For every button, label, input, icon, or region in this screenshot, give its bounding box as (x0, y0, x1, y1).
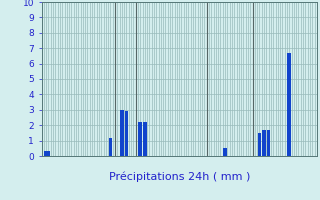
Bar (120, 110, 124, 156)
Bar (223, 148, 227, 156)
Bar (108, 138, 112, 156)
Bar (262, 130, 266, 156)
Bar (258, 133, 261, 156)
Bar (287, 53, 291, 156)
X-axis label: Précipitations 24h ( mm ): Précipitations 24h ( mm ) (108, 172, 250, 182)
Bar (143, 122, 147, 156)
Bar (124, 111, 128, 156)
Bar (267, 130, 270, 156)
Bar (47, 151, 50, 156)
Bar (138, 122, 142, 156)
Bar (44, 151, 48, 156)
